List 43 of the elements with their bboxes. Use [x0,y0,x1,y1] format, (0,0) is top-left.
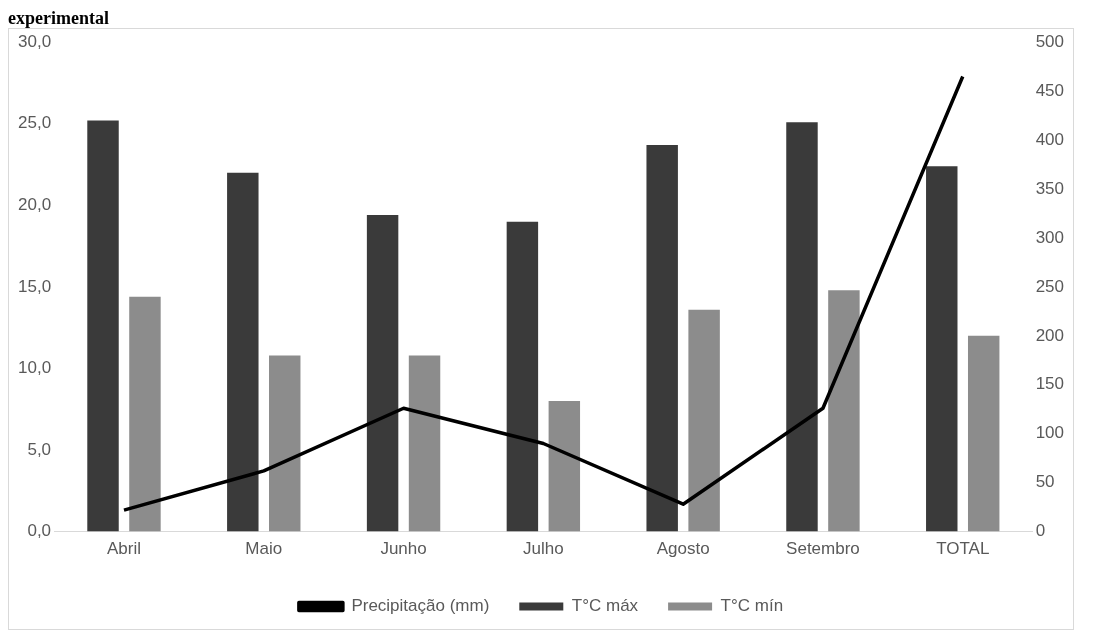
y2-tick-label: 400 [1035,129,1065,149]
y2-tick-label: 200 [1035,325,1065,345]
bar [506,221,539,532]
y2-tick-label: 150 [1035,374,1065,394]
y2-tick-label: 250 [1035,276,1065,296]
x-tick-label: Junho [380,539,427,559]
y2-tick-label: 100 [1035,423,1065,443]
bar [548,401,581,532]
y2-tick-label: 450 [1035,80,1065,100]
y2-tick-label: 0 [1035,521,1046,541]
bar [926,166,958,532]
x-tick-label: Agosto [656,539,710,559]
bar [227,172,259,532]
x-tick-label: Julho [523,539,564,559]
bar [688,309,720,532]
y-tick-label: 10,0 [17,358,52,378]
y2-tick-label: 350 [1035,178,1065,198]
y-tick-label: 5,0 [27,439,52,459]
legend-label: Precipitação (mm) [351,596,490,616]
legend-label: T°C mín [720,596,784,616]
bar [366,215,399,532]
bar [269,355,301,532]
bar [828,290,860,532]
legend-label: T°C máx [571,596,639,616]
y2-tick-label: 300 [1035,227,1065,247]
y-tick-label: 0,0 [27,521,52,541]
y-tick-label: 25,0 [17,113,52,133]
bar [129,296,161,532]
x-tick-label: Maio [245,539,283,559]
bar [967,335,1000,532]
bar [408,355,441,532]
y-tick-label: 15,0 [17,276,52,296]
chart-title: experimental [8,8,110,28]
x-tick-label: Setembro [786,539,860,559]
bar [87,120,119,532]
y-tick-label: 20,0 [17,195,52,215]
y2-tick-label: 500 [1035,31,1065,51]
y-tick-label: 30,0 [17,31,52,51]
x-tick-label: Abril [106,539,141,559]
y2-tick-label: 50 [1035,472,1055,492]
bar [646,144,678,532]
x-tick-label: TOTAL [936,539,990,559]
bar [786,122,818,532]
